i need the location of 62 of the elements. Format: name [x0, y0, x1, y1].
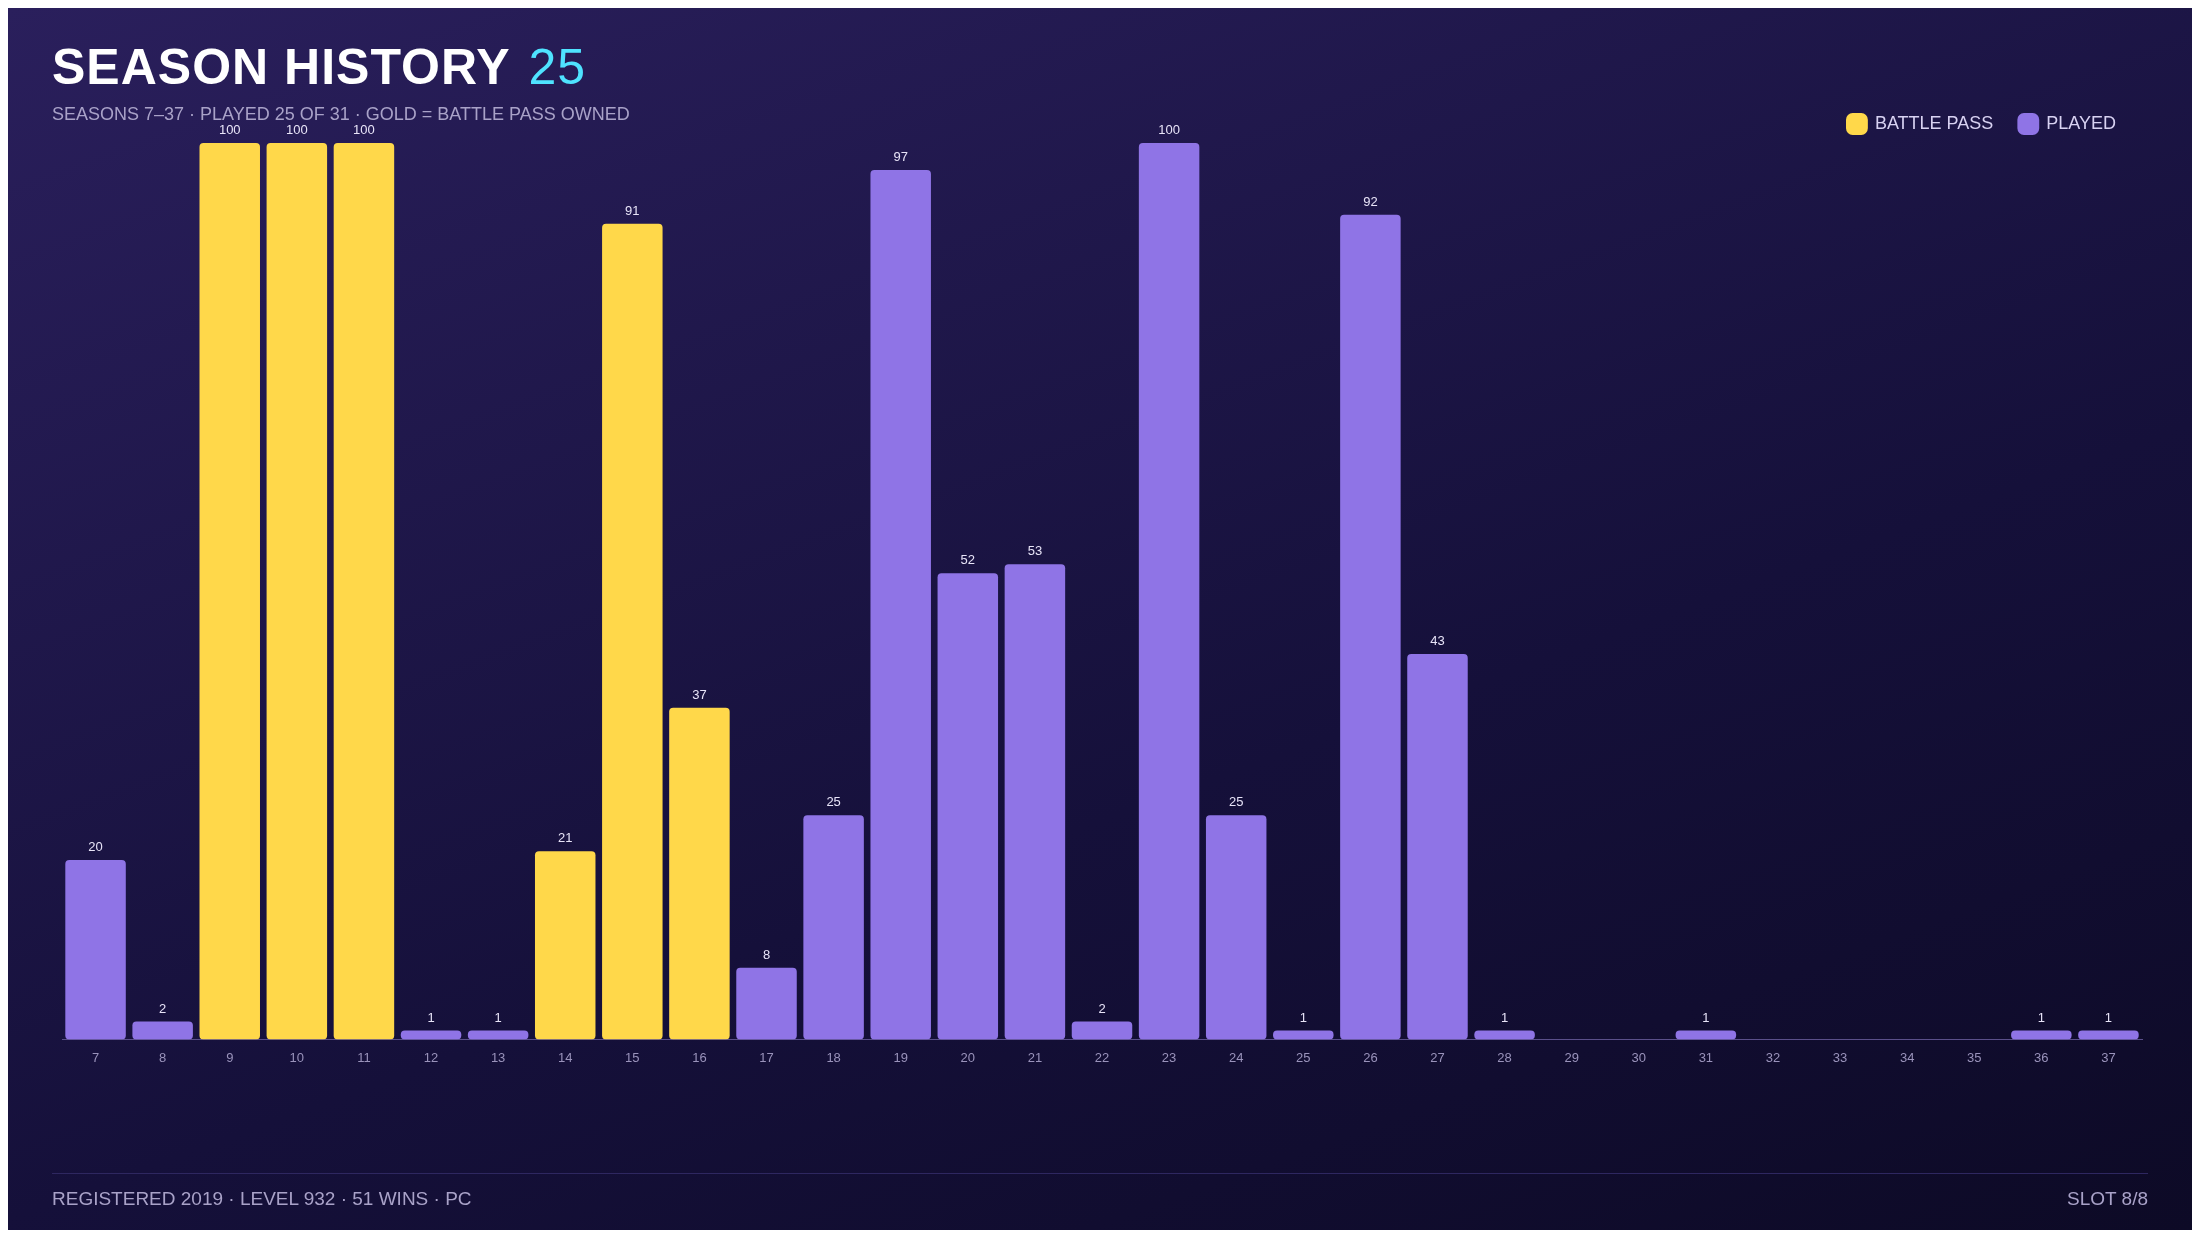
data-label: 2	[159, 1000, 167, 1016]
x-tick-label: 28	[1497, 1049, 1512, 1065]
x-tick-label: 10	[289, 1049, 305, 1065]
text: REGISTERED 2019 · LEVEL 932 · 51 WINS · PC	[52, 1188, 472, 1210]
data-label: 100	[353, 122, 375, 138]
x-tick-label: 23	[1161, 1049, 1177, 1065]
x-tick-label: 33	[1832, 1049, 1848, 1065]
x-tick-label: 16	[692, 1049, 707, 1065]
x-tick-label: 26	[1363, 1049, 1378, 1065]
data-label: 52	[960, 552, 976, 568]
x-tick-label: 17	[759, 1049, 774, 1065]
data-label: 1	[494, 1009, 502, 1025]
x-tick-label: 30	[1631, 1049, 1647, 1065]
x-tick-label: 22	[1094, 1049, 1110, 1065]
x-tick-label: 15	[625, 1049, 640, 1065]
x-tick-label: 35	[1967, 1049, 1982, 1065]
x-tick-label: 9	[226, 1049, 234, 1065]
x-tick-label: 11	[357, 1049, 371, 1065]
data-label: 1	[2104, 1009, 2113, 1025]
x-tick-label: 20	[960, 1049, 976, 1065]
data-label: 25	[826, 794, 841, 810]
x-tick-label: 19	[893, 1049, 908, 1065]
chart-title: SEASON HISTORY 25	[52, 38, 588, 96]
legend-label: BATTLE PASS	[1874, 112, 1994, 133]
data-label: 37	[692, 686, 707, 702]
data-label: 1	[1702, 1009, 1710, 1025]
x-tick-label: 18	[826, 1049, 841, 1065]
x-tick-label: 14	[557, 1049, 573, 1065]
data-label: 8	[762, 946, 771, 962]
data-label: 1	[1500, 1009, 1509, 1025]
data-label: 1	[1299, 1009, 1307, 1025]
data-label: 53	[1027, 543, 1043, 559]
x-tick-label: 12	[423, 1049, 439, 1065]
x-tick-label: 34	[1899, 1049, 1915, 1065]
x-tick-label: 36	[2034, 1049, 2049, 1065]
x-tick-label: 27	[1430, 1049, 1445, 1065]
x-tick-label: 21	[1027, 1049, 1043, 1065]
x-tick-label: 29	[1564, 1049, 1579, 1065]
x-tick-label: 32	[1765, 1049, 1781, 1065]
data-label: 43	[1430, 633, 1445, 649]
data-label: 2	[1098, 1000, 1106, 1016]
x-tick-label: 31	[1698, 1049, 1714, 1065]
x-tick-label: 25	[1296, 1049, 1311, 1065]
text: SLOT 8/8	[2067, 1188, 2148, 1210]
x-tick-label: 8	[159, 1049, 167, 1065]
data-label: 1	[2037, 1009, 2045, 1025]
x-tick-label: 13	[490, 1049, 506, 1065]
data-label: 21	[557, 830, 573, 846]
x-tick-label: 37	[2101, 1049, 2116, 1065]
chart-subtitle: SEASONS 7–37 · PLAYED 25 OF 31 · GOLD = BATTLE PASS OWNED	[52, 104, 630, 124]
data-label: 100	[285, 122, 308, 138]
data-label: 100	[1158, 122, 1180, 138]
data-label: 92	[1363, 193, 1378, 209]
data-label: 1	[427, 1009, 435, 1025]
data-label: 25	[1228, 794, 1244, 810]
legend-label: PLAYED	[2046, 112, 2117, 133]
data-label: 91	[625, 202, 640, 218]
x-tick-label: 7	[91, 1049, 100, 1065]
x-tick-label: 24	[1228, 1049, 1244, 1065]
data-label: 97	[893, 148, 908, 164]
data-label: 100	[218, 122, 241, 138]
data-label: 20	[88, 839, 103, 855]
